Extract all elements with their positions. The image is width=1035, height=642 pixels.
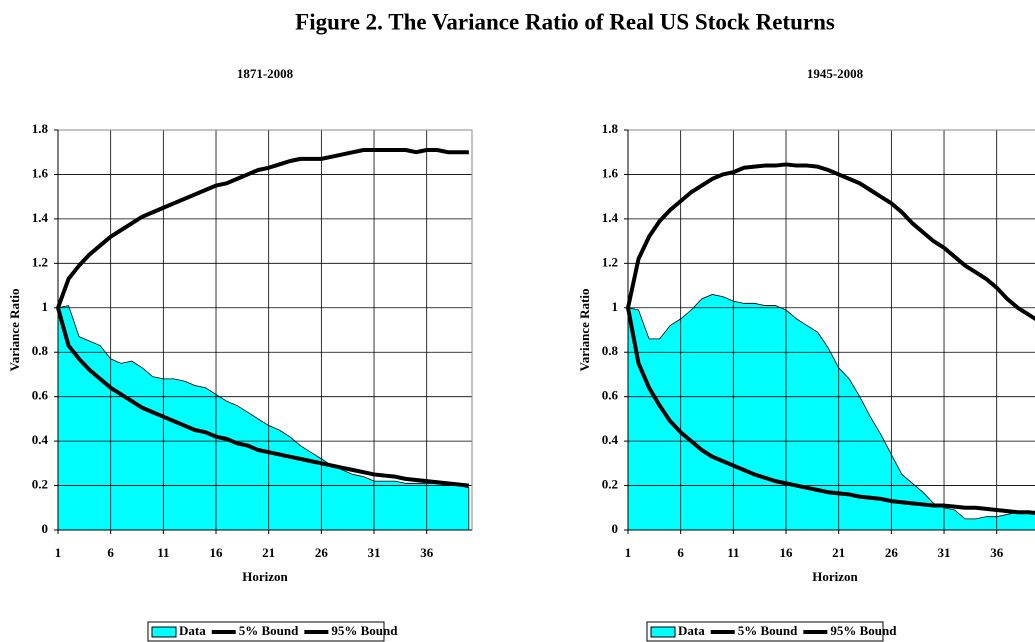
legend-label: Data [179,623,206,638]
y-tick-label: 1.4 [602,210,619,225]
y-tick-label: 0.8 [32,343,49,358]
y-tick-label: 0 [42,521,49,536]
legend-label: 5% Bound [239,623,299,638]
y-tick-label: 1 [612,299,619,314]
legend-label: 95% Bound [830,623,897,638]
legend-label: Data [678,623,705,638]
legend-swatch [650,626,676,638]
y-tick-label: 1.2 [602,254,618,269]
chart-title: 1871-2008 [237,66,294,81]
figure-title: Figure 2. The Variance Ratio of Real US … [295,9,835,34]
chart-title: 1945-2008 [807,66,864,81]
y-tick-label: 1.8 [602,121,619,136]
x-tick-label: 36 [990,545,1004,560]
x-tick-label: 21 [832,545,845,560]
x-axis-label: Horizon [812,569,858,584]
x-tick-label: 31 [938,545,951,560]
y-tick-label: 0.4 [32,432,49,447]
x-tick-label: 31 [368,545,381,560]
y-tick-label: 1 [42,299,49,314]
x-tick-label: 26 [315,545,329,560]
bound-line [626,162,1035,322]
y-tick-label: 1.8 [32,121,49,136]
x-tick-label: 6 [677,545,684,560]
x-tick-label: 1 [625,545,632,560]
y-tick-label: 1.6 [32,165,49,180]
legend-box [646,621,884,642]
y-tick-label: 0.2 [602,477,618,492]
x-axis-label: Horizon [242,569,288,584]
x-tick-label: 21 [262,545,275,560]
y-axis-label: Variance Ratio [577,289,592,372]
x-tick-label: 16 [780,545,794,560]
y-tick-label: 1.2 [32,254,48,269]
y-tick-label: 0.6 [32,388,49,403]
legend-box [147,621,385,642]
legend: Data 5% Bound 95% Bound [147,621,398,642]
bound-line [56,307,470,488]
y-tick-label: 1.6 [602,165,619,180]
legend-label: 95% Bound [331,623,398,638]
x-tick-label: 1 [55,545,62,560]
y-tick-label: 0 [612,521,619,536]
x-tick-label: 11 [157,545,169,560]
y-tick-label: 1.4 [32,210,49,225]
bound-line [626,307,1035,515]
x-tick-label: 6 [107,545,114,560]
y-tick-label: 0.2 [32,477,48,492]
legend-swatch [151,626,177,638]
bound-line [56,148,469,309]
y-tick-label: 0.8 [602,343,619,358]
x-tick-label: 11 [727,545,739,560]
y-axis-label: Variance Ratio [7,289,22,372]
y-tick-label: 0.6 [602,388,619,403]
legend-label: 5% Bound [738,623,798,638]
x-tick-label: 36 [420,545,434,560]
x-tick-label: 26 [885,545,899,560]
x-tick-label: 16 [210,545,224,560]
legend: Data 5% Bound 95% Bound [646,621,897,642]
y-tick-label: 0.4 [602,432,619,447]
